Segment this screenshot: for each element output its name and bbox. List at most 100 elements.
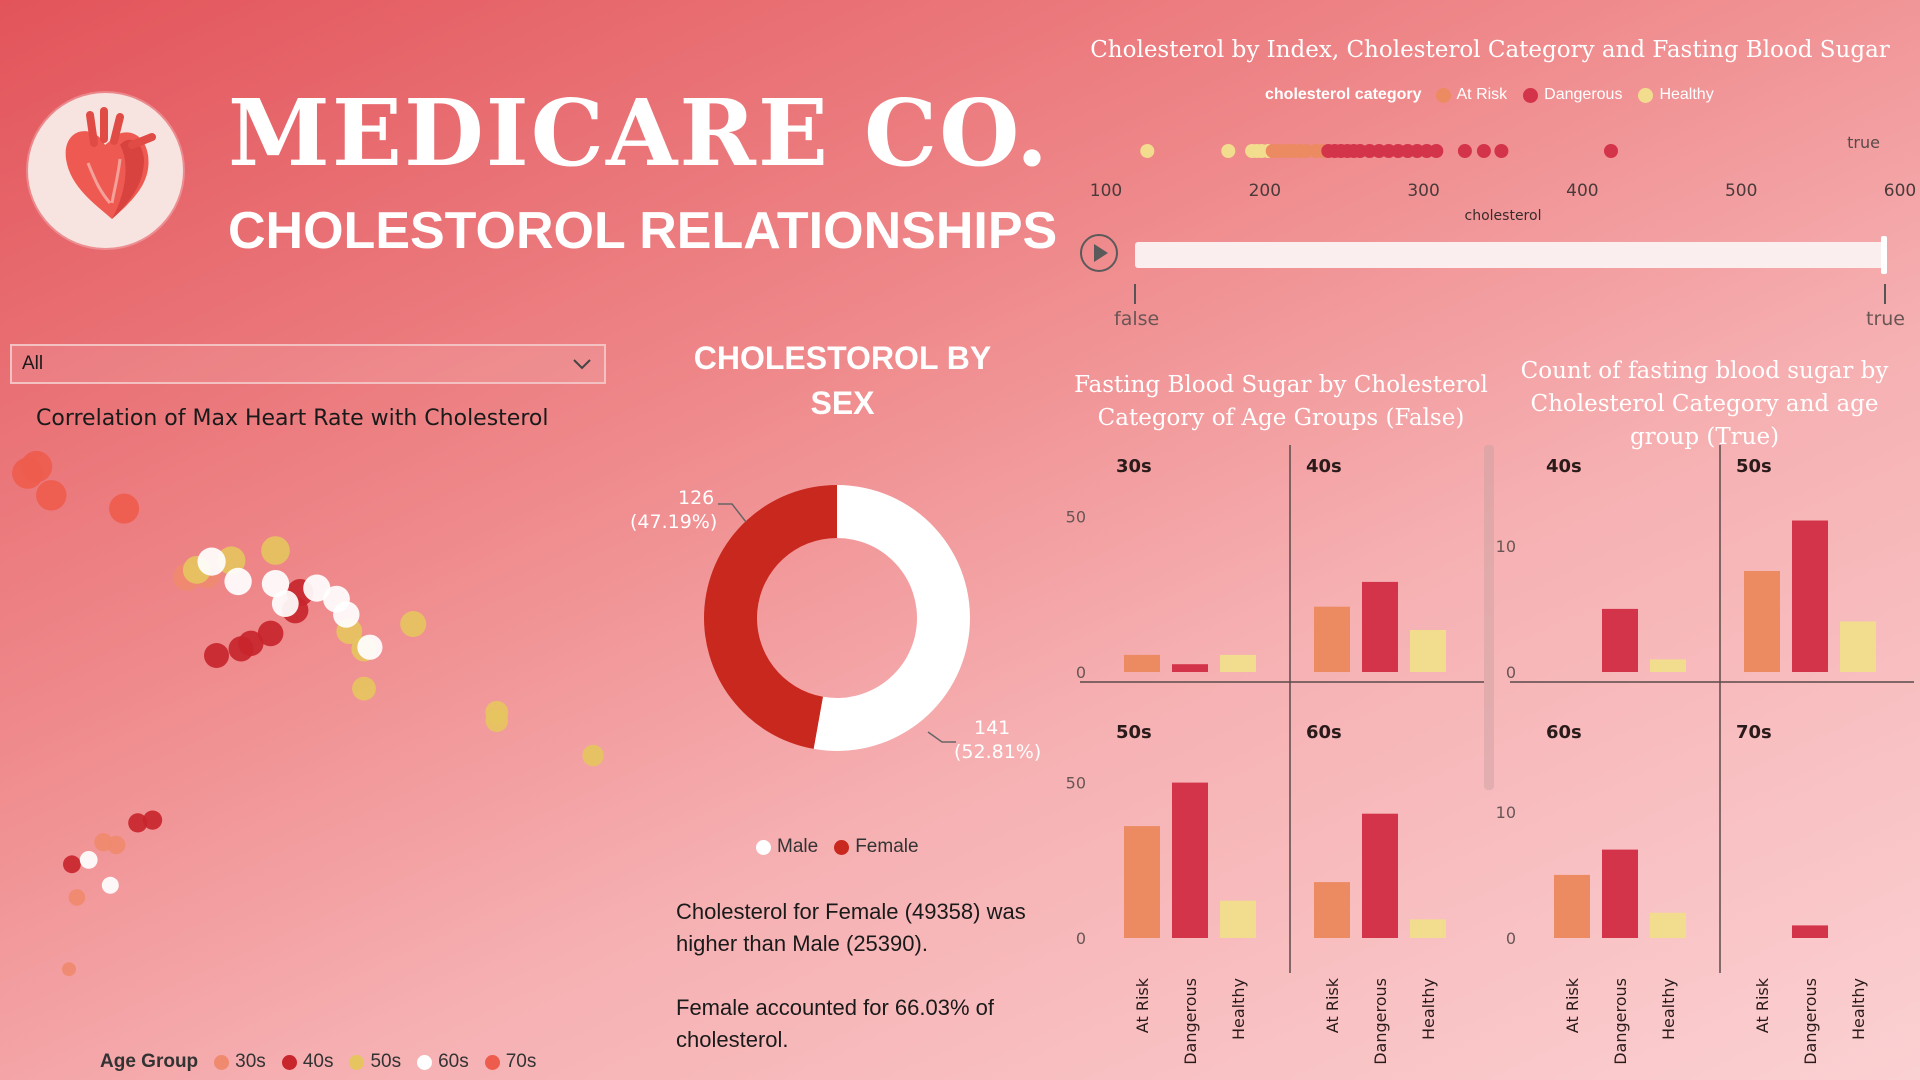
scatter-point-70s-1 <box>20 450 53 483</box>
panel-label-40s: 40s <box>1306 456 1342 477</box>
donut-leader-female <box>718 503 747 523</box>
x-category-label: Dangerous <box>1801 978 1820 1065</box>
fbs-false-chart-title: Fasting Blood Sugar by Cholesterol Categ… <box>1074 372 1488 431</box>
scatter-point-60s-9 <box>357 634 383 660</box>
legend-title: Age Group <box>100 1051 199 1072</box>
donut-slice-male <box>813 485 970 751</box>
bar-50s-healthy <box>1220 900 1256 938</box>
narrative-paragraph-2: Female accounted for 66.03% of cholester… <box>676 995 994 1052</box>
scatter-point-30s-3 <box>107 835 126 855</box>
age-group-dropdown[interactable]: All <box>10 344 606 384</box>
legend-swatch-at-risk <box>1435 87 1451 103</box>
legend-label-female: Female <box>855 836 919 857</box>
x-category-label: Dangerous <box>1181 978 1200 1065</box>
y-tick-label: 50 <box>1066 774 1086 793</box>
chevron-down-icon[interactable] <box>572 354 592 374</box>
legend-swatch-dangerous <box>1523 87 1539 103</box>
scatter-chart <box>12 450 604 977</box>
donut-chart-title: CHOLESTOROL BY SEX <box>693 340 992 421</box>
panel-divider <box>1484 445 1494 790</box>
strip-point-dangerous-13 <box>1429 144 1444 158</box>
strip-x-tick: 200 <box>1249 181 1281 201</box>
fbs-true-chart: 0 10 0 10 40s 50s 60s 70s At Risk Dangerous Health… <box>1496 445 1914 1065</box>
legend-swatch-healthy <box>1638 87 1654 103</box>
scatter-point-30s-0 <box>62 962 76 977</box>
strip-chart-title: Cholesterol by Index, Cholesterol Catego… <box>1090 37 1890 63</box>
scatter-point-70s-2 <box>36 480 67 511</box>
legend-title: cholesterol category <box>1265 86 1422 103</box>
bar-50s-at-risk <box>1744 571 1780 672</box>
legend-swatch-60s <box>417 1054 433 1070</box>
scatter-point-60s-1 <box>101 876 119 894</box>
legend-swatch-50s <box>349 1054 365 1070</box>
donut-leader-male <box>927 731 956 743</box>
panel-label-30s: 30s <box>1116 456 1152 477</box>
y-tick-label: 0 <box>1076 929 1086 948</box>
strip-x-tick: 600 <box>1884 181 1916 201</box>
scatter-point-70s-3 <box>109 493 140 524</box>
scatter-point-50s-2 <box>261 536 290 565</box>
bar-50s-at-risk <box>1124 826 1160 938</box>
panel-label-50s: 50s <box>1116 722 1152 743</box>
smart-narrative: Cholesterol for Female (49358) was highe… <box>676 896 1036 1056</box>
bar-60s-dangerous <box>1602 849 1638 938</box>
fbs-true-chart-title: Count of fasting blood sugar by Choleste… <box>1520 358 1889 450</box>
bar-30s-dangerous <box>1172 664 1208 672</box>
bar-30s-at-risk <box>1124 654 1160 672</box>
dashboard-subtitle: CHOLESTOROL RELATIONSHIPS <box>228 202 1058 260</box>
play-axis-track[interactable] <box>1135 242 1887 268</box>
legend-swatch-70s <box>484 1054 500 1070</box>
bar-30s-healthy <box>1220 654 1256 672</box>
play-button-icon[interactable] <box>1078 232 1120 274</box>
legend-label-healthy: Healthy <box>1659 86 1714 103</box>
scatter-point-60s-5 <box>271 590 299 617</box>
y-tick-label: 0 <box>1506 929 1516 948</box>
x-category-label: Healthy <box>1419 978 1438 1040</box>
legend-label-male: Male <box>777 836 819 857</box>
bar-70s-dangerous <box>1792 925 1828 938</box>
strip-point-dangerous-11 <box>1410 144 1425 158</box>
y-tick-label: 0 <box>1076 663 1086 682</box>
strip-point-healthy-0 <box>1140 144 1155 158</box>
donut-label-male-value: 141 <box>974 717 1010 739</box>
donut-label-female-value: 126 <box>678 487 714 509</box>
legend-label-30s: 30s <box>235 1051 266 1072</box>
strip-point-dangerous-17 <box>1604 144 1618 158</box>
scatter-point-40s-3 <box>204 643 229 668</box>
donut-label-female-pct: (47.19%) <box>630 511 717 533</box>
cholesterol-category-legend: cholesterol category At Risk Dangerous H… <box>1265 86 1724 104</box>
scatter-point-60s-2 <box>197 547 226 576</box>
x-category-label: At Risk <box>1323 977 1342 1033</box>
bar-60s-healthy <box>1650 912 1686 939</box>
x-category-label: At Risk <box>1753 977 1772 1033</box>
legend-swatch-40s <box>281 1054 297 1070</box>
legend-swatch-male <box>756 839 771 855</box>
scatter-point-60s-6 <box>303 574 331 602</box>
bar-50s-dangerous <box>1792 520 1828 672</box>
bar-60s-dangerous <box>1362 813 1398 938</box>
scatter-point-50s-9 <box>582 744 604 767</box>
scatter-point-40s-2 <box>143 810 163 830</box>
y-tick-label: 0 <box>1506 663 1516 682</box>
play-axis-tick-true <box>1884 284 1886 304</box>
bar-60s-at-risk <box>1314 882 1350 938</box>
bar-40s-dangerous <box>1602 608 1638 672</box>
scatter-point-30s-1 <box>68 889 86 906</box>
play-axis-tick-false <box>1134 284 1136 304</box>
y-tick-label: 50 <box>1066 508 1086 527</box>
panel-label-60s: 60s <box>1546 722 1582 743</box>
donut-chart: 141(52.81%) 126(47.19%) <box>630 485 1041 763</box>
bar-60s-healthy <box>1410 919 1446 938</box>
sex-legend: Male Female <box>756 836 929 858</box>
strip-point-dangerous-7 <box>1372 144 1387 158</box>
legend-label-60s: 60s <box>438 1051 469 1072</box>
play-axis-handle[interactable] <box>1881 236 1887 274</box>
play-axis-start-label: false <box>1114 308 1160 330</box>
y-tick-label: 10 <box>1496 803 1516 822</box>
scatter-point-60s-8 <box>333 601 360 628</box>
narrative-paragraph-1: Cholesterol for Female (49358) was highe… <box>676 899 1026 956</box>
scatter-chart-title: Correlation of Max Heart Rate with Chole… <box>36 406 549 431</box>
x-category-label: Dangerous <box>1371 978 1390 1065</box>
donut-slice-female <box>704 485 837 749</box>
strip-x-tick: 500 <box>1725 181 1757 201</box>
